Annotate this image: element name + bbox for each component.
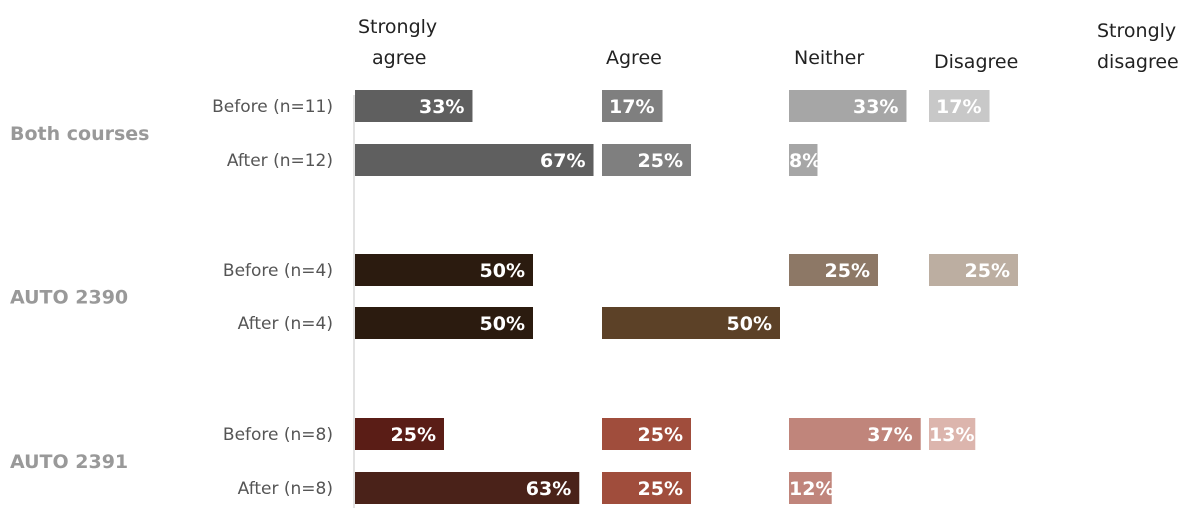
bar-disagree [929, 90, 990, 122]
bar-neither [789, 144, 818, 176]
bar-neither [789, 472, 832, 504]
group-auto-2390: AUTO 2390 Before (n=4) 50% 25% 25% After (n=4… [10, 254, 1018, 339]
group-both-courses: Both courses Before (n=11) 33% 17% 33% 17% Aft… [10, 90, 990, 176]
bar-strongly-agree [355, 307, 533, 339]
bar-data-label: 67% [540, 150, 585, 172]
row-label: After (n=12) [227, 151, 333, 171]
group-label: Both courses [10, 123, 149, 145]
bar-agree [602, 90, 663, 122]
bar-data-label: 50% [480, 260, 525, 282]
bar-disagree [929, 254, 1018, 286]
bar-agree [602, 144, 691, 176]
column-header-agree: Agree [606, 47, 662, 69]
bar-data-label: 37% [867, 424, 912, 446]
group-auto-2391: AUTO 2391 Before (n=8) 25% 25% 37% 13% After (… [10, 418, 976, 504]
bar-data-label: 63% [526, 478, 571, 500]
column-header-text: Disagree [934, 51, 1018, 73]
bar-strongly-agree [355, 418, 444, 450]
bar-data-label: 25% [965, 260, 1010, 282]
bar-data-label: 17% [609, 96, 654, 118]
group-label: AUTO 2391 [10, 451, 128, 473]
column-header-text: agree [372, 47, 426, 69]
bar-disagree [929, 418, 976, 450]
bar-data-label: 8% [789, 150, 821, 172]
column-headers: Strongly agree Agree Neither Disagree Strongl… [358, 16, 1179, 73]
row-label: After (n=4) [238, 314, 333, 334]
bar-agree [602, 307, 780, 339]
bar-data-label: 25% [638, 478, 683, 500]
column-header-neither: Neither [794, 47, 864, 69]
row-before-n-11: Before (n=11) 33% 17% 33% 17% [212, 90, 990, 122]
column-header-strongly-disagree: Strongly disagree [1097, 20, 1179, 73]
column-header-strongly-agree: Strongly agree [358, 16, 437, 69]
group-label: AUTO 2390 [10, 287, 128, 309]
row-after-n-8: After (n=8) 63% 25% 12% [238, 472, 834, 504]
row-label: Before (n=11) [212, 97, 333, 117]
row-after-n-4: After (n=4) 50% 50% [238, 307, 780, 339]
bar-data-label: 33% [853, 96, 898, 118]
column-header-text: Strongly [1097, 20, 1176, 42]
row-label: After (n=8) [238, 479, 333, 499]
bar-agree [602, 418, 691, 450]
bar-neither [789, 418, 921, 450]
bar-data-label: 33% [419, 96, 464, 118]
bar-data-label: 25% [391, 424, 436, 446]
bar-data-label: 17% [936, 96, 981, 118]
column-header-text: Neither [794, 47, 864, 69]
bar-data-label: 25% [638, 424, 683, 446]
bar-data-label: 25% [638, 150, 683, 172]
bar-strongly-agree [355, 90, 473, 122]
bar-data-label: 50% [480, 313, 525, 335]
chart-rows: Both courses Before (n=11) 33% 17% 33% 17% Aft… [10, 90, 1018, 504]
row-label: Before (n=8) [223, 425, 333, 445]
row-label: Before (n=4) [223, 261, 333, 281]
bar-agree [602, 472, 691, 504]
bar-neither [789, 90, 907, 122]
column-header-text: disagree [1097, 51, 1179, 73]
column-header-text: Strongly [358, 16, 437, 38]
bar-data-label: 12% [789, 478, 834, 500]
row-before-n-4: Before (n=4) 50% 25% 25% [223, 254, 1018, 286]
row-before-n-8: Before (n=8) 25% 25% 37% 13% [223, 418, 976, 450]
column-header-disagree: Disagree [934, 51, 1018, 73]
bar-data-label: 25% [825, 260, 870, 282]
bar-strongly-agree [355, 254, 533, 286]
column-header-text: Agree [606, 47, 662, 69]
bar-strongly-agree [355, 144, 594, 176]
row-after-n-12: After (n=12) 67% 25% 8% [227, 144, 821, 176]
bar-data-label: 13% [929, 424, 974, 446]
bar-strongly-agree [355, 472, 580, 504]
bar-neither [789, 254, 878, 286]
bar-data-label: 50% [727, 313, 772, 335]
